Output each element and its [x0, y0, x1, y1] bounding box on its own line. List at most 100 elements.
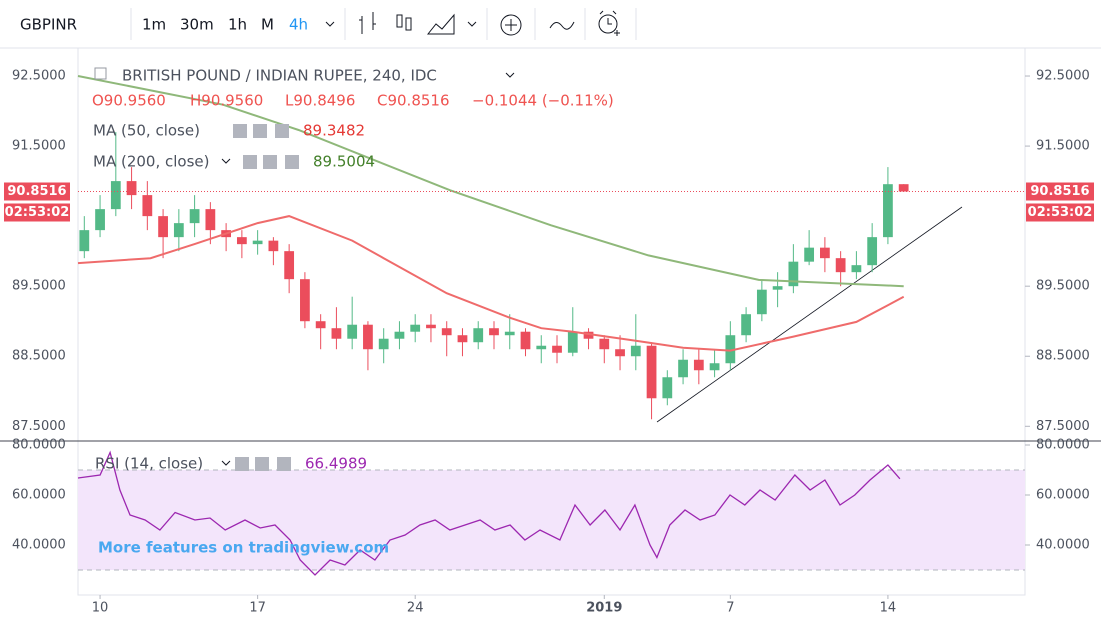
price-label-bg: [1026, 182, 1094, 201]
candle-body: [772, 286, 783, 290]
candle-body: [835, 258, 846, 273]
study-buttons[interactable]: [233, 124, 299, 471]
interval-active[interactable]: 4h: [289, 16, 308, 34]
rsi-tick-label: 60.0000: [1036, 488, 1090, 503]
interval[interactable]: 1h: [228, 16, 247, 34]
dropdown-icon[interactable]: [467, 21, 477, 27]
y-tick-label: 88.5000: [12, 349, 66, 364]
candle-body: [851, 265, 862, 273]
candle-body: [315, 321, 326, 329]
alert-icon[interactable]: [598, 10, 620, 36]
candle-body: [504, 331, 515, 336]
candle-body: [126, 181, 137, 196]
study-value: 89.3482: [303, 122, 365, 140]
price-label: 90.8516: [1030, 184, 1089, 199]
candle-body: [725, 335, 736, 364]
rsi-tick-label: 80.0000: [1036, 438, 1090, 453]
compare-icon[interactable]: [549, 21, 575, 30]
candle-body: [615, 349, 625, 357]
y-tick-label: 91.5000: [12, 139, 66, 154]
rsi-band: [78, 470, 1025, 570]
candle-body: [898, 184, 909, 192]
y-tick-label: 87.5000: [12, 419, 66, 434]
candle-body: [630, 345, 641, 357]
candle-body: [441, 328, 452, 336]
candle-body: [567, 331, 578, 353]
candle-body: [158, 216, 168, 238]
candle-body: [804, 247, 815, 262]
interval[interactable]: 30m: [180, 16, 214, 34]
y-tick-label: 89.5000: [1036, 279, 1090, 294]
bars-icon[interactable]: [359, 12, 376, 34]
y-tick-label: 91.5000: [1036, 139, 1090, 154]
candle-body: [347, 324, 358, 339]
y-tick-label: 92.5000: [1036, 69, 1090, 84]
countdown: 02:53:02: [5, 205, 70, 220]
moving-average: [77, 75, 904, 288]
area-icon[interactable]: [426, 13, 455, 35]
toolbar: GBPINR 1m 30m 1h M 4h: [0, 0, 1101, 49]
y-tick-label: 87.5000: [1036, 419, 1090, 434]
candle-body: [331, 328, 342, 339]
study-value: 89.5004: [313, 153, 375, 171]
interval[interactable]: M: [261, 16, 274, 34]
candle-body: [536, 345, 547, 350]
candle-body: [756, 289, 767, 315]
x-tick-label: 2019: [586, 601, 622, 616]
candle-body: [489, 328, 499, 336]
candle-body: [788, 261, 799, 287]
candle-body: [520, 331, 531, 350]
indicators-icon[interactable]: [500, 14, 522, 36]
candle-body: [457, 335, 468, 343]
candle-body: [378, 338, 389, 350]
moving-average: [77, 215, 905, 352]
candle-body: [284, 251, 295, 280]
ohlc-high: H90.9560: [190, 92, 263, 110]
toolbar-bg: [0, 0, 1101, 48]
dropdown-icon[interactable]: [325, 21, 335, 27]
rsi-line: [77, 450, 901, 576]
candles-icon[interactable]: [396, 14, 412, 31]
candle-body: [173, 223, 184, 238]
candle-body: [426, 324, 436, 329]
plot: 87.5000 87.5000 88.5000 88.5000 89.5000 89.50…: [12, 69, 1090, 616]
ohlc-close: C90.8516: [377, 92, 450, 110]
ohlc-open: O90.9560: [92, 92, 166, 110]
symbol[interactable]: GBPINR: [20, 16, 77, 34]
candle-body: [820, 247, 830, 259]
study-name: MA (50, close): [93, 122, 200, 140]
candle-body: [583, 331, 594, 339]
candle-body: [741, 314, 751, 336]
legend-toggle[interactable]: [94, 67, 107, 80]
interval[interactable]: 1m: [142, 16, 166, 34]
dropdown-icon[interactable]: [221, 460, 231, 466]
candle-body: [473, 328, 484, 343]
candle-body: [678, 359, 688, 378]
candle-body: [693, 359, 704, 371]
candle-body: [142, 195, 153, 217]
candle-body: [883, 184, 893, 238]
x-tick-label: 10: [92, 601, 109, 616]
study-value: 66.4989: [305, 455, 367, 473]
x-tick-label: 14: [880, 601, 897, 616]
countdown: 02:53:02: [1028, 205, 1093, 220]
price-label-bg: [4, 182, 70, 201]
ohlc-low: L90.8496: [285, 92, 355, 110]
candle-body: [552, 345, 562, 353]
dropdown-icon[interactable]: [221, 158, 231, 164]
candle-body: [252, 240, 263, 245]
candle-body: [599, 338, 610, 350]
candle-body: [79, 230, 90, 252]
candle-body: [662, 377, 673, 399]
candle-body: [363, 324, 373, 350]
price-label: 90.8516: [7, 184, 66, 199]
legend: BRITISH POUND / INDIAN RUPEE, 240, IDC O…: [92, 67, 614, 473]
candle-body: [189, 209, 200, 224]
rsi-tick-label: 40.0000: [1036, 538, 1090, 553]
candle-body: [867, 237, 878, 266]
dropdown-icon[interactable]: [505, 72, 515, 78]
rsi-tick-label: 40.0000: [12, 538, 66, 553]
change: −0.1044 (−0.11%): [472, 92, 614, 110]
y-tick-label: 89.5000: [12, 279, 66, 294]
candle-body: [236, 237, 247, 245]
